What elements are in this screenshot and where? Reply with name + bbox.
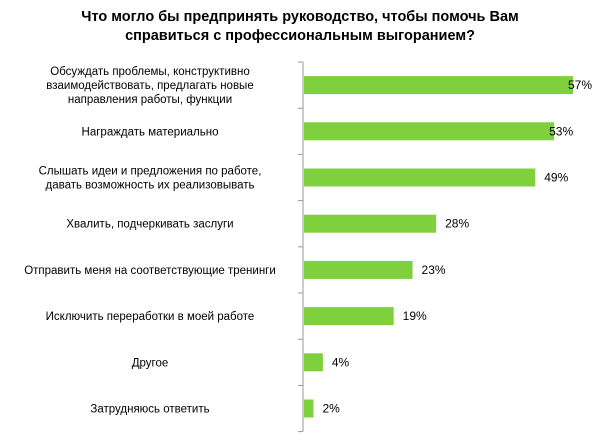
data-label: 28% — [445, 217, 469, 231]
bar — [304, 399, 314, 418]
data-label: 23% — [422, 263, 446, 277]
bar — [304, 168, 536, 187]
category-label: Отправить меня на соответствующие тренин… — [24, 265, 276, 277]
category-label: Затрудняюсь ответить — [90, 404, 209, 416]
category-label: Хвалить, подчеркивать заслуги — [66, 219, 233, 231]
category-label: Другое — [132, 357, 169, 369]
data-label: 4% — [332, 355, 350, 369]
bar — [304, 260, 413, 279]
bar — [304, 214, 437, 233]
chart-title: Что могло бы предпринять руководство, чт… — [81, 9, 519, 44]
bar — [304, 353, 323, 372]
category-label: Награждать материально — [82, 126, 219, 138]
data-label: 53% — [549, 124, 573, 138]
category-label: Исключить переработки в моей работе — [46, 311, 255, 323]
bar — [304, 122, 555, 141]
category-label: Обсуждать проблемы, конструктивно взаимод… — [46, 66, 253, 106]
category-label: Слышать идеи и предложения по работе, дав… — [39, 166, 262, 192]
data-label: 57% — [568, 78, 592, 92]
data-label: 49% — [544, 171, 568, 185]
bar — [304, 76, 573, 95]
bar — [304, 307, 394, 326]
data-label: 19% — [403, 309, 427, 323]
data-label: 2% — [322, 402, 340, 416]
